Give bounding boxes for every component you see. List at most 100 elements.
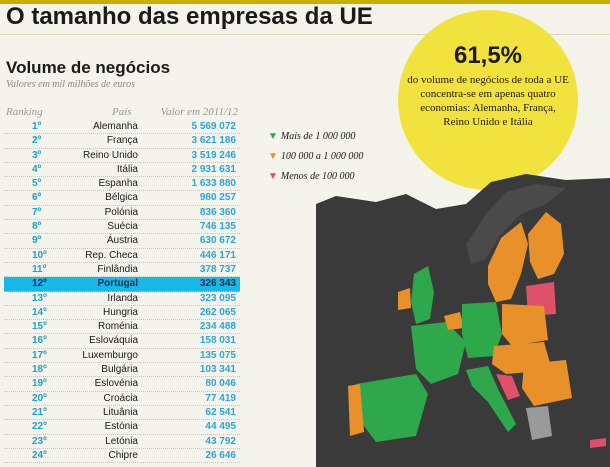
row-country: Espanha (98, 178, 138, 190)
row-country: Hungria (102, 306, 138, 318)
table-row: 8º Suécia 746 135 (4, 220, 240, 235)
map-norway (466, 184, 566, 264)
row-rank: 2º (32, 135, 42, 147)
map-germany (462, 302, 502, 358)
row-country: Irlanda (107, 292, 138, 304)
row-country: Reino Unido (82, 149, 138, 161)
table-row: 2º França 3 621 186 (4, 134, 240, 149)
row-country: França (106, 135, 138, 147)
ranking-table: 1º Alemanha 5 569 072 2º França 3 621 186 3º Re… (4, 120, 240, 464)
row-rank: 13º (32, 292, 47, 304)
page-title: O tamanho das empresas da UE (6, 3, 373, 30)
row-country: Alemanha (92, 121, 138, 132)
row-rank: 12º (32, 278, 47, 290)
section-subtitle: Volume de negócios (6, 58, 171, 77)
table-row: 22º Estónia 44 495 (4, 420, 240, 435)
table-row: 11º Finlândia 378 737 (4, 263, 240, 278)
map-romania-bulgaria (522, 360, 572, 406)
table-row: 18º Bulgária 103 341 (4, 363, 240, 378)
row-value: 3 621 186 (191, 135, 237, 147)
top-accent-bar (0, 0, 610, 4)
row-country: Eslováquia (89, 335, 138, 347)
row-rank: 8º (32, 221, 42, 233)
row-value: 3 519 246 (191, 149, 237, 161)
map-france (411, 322, 466, 384)
table-row: 9º Áustria 630 672 (4, 234, 240, 249)
map-sweden (488, 222, 528, 302)
row-value: 44 495 (205, 421, 236, 433)
map-cyprus (590, 438, 606, 448)
row-value: 234 488 (199, 321, 236, 333)
row-value: 43 792 (205, 435, 236, 447)
table-row: 6º Bélgica 980 257 (4, 191, 240, 206)
legend-label-high: Mais de 1 000 000 (280, 131, 356, 142)
row-country: Polónia (104, 206, 138, 218)
row-country: Portugal (97, 278, 138, 290)
legend-label-mid: 100 000 a 1 000 000 (280, 151, 364, 162)
row-rank: 11º (32, 263, 47, 275)
row-country: Áustria (106, 235, 138, 247)
table-row: 15º Roménia 234 488 (4, 320, 240, 335)
row-value: 630 672 (199, 235, 236, 247)
row-value: 326 343 (199, 278, 236, 290)
europe-map (316, 174, 610, 467)
column-header-valor: Valor em 2011/12 (160, 106, 238, 118)
row-rank: 20º (32, 392, 47, 404)
callout-percent: 61,5% (453, 42, 523, 69)
table-row: 14º Hungria 262 065 (4, 306, 240, 321)
map-croatia (496, 374, 520, 400)
row-rank: 7º (32, 206, 42, 218)
row-rank: 14º (32, 306, 47, 318)
map-finland (528, 212, 564, 279)
row-country: Letónia (105, 435, 138, 447)
row-value: 262 065 (199, 306, 236, 318)
row-value: 135 075 (199, 349, 236, 361)
table-row: 17º Luxemburgo 135 075 (4, 349, 240, 364)
legend-item-low: ▼ Menos de 100 000 (268, 171, 355, 182)
row-country: Suécia (107, 221, 138, 233)
row-value: 980 257 (199, 192, 236, 204)
table-row: 19º Eslovénia 80 046 (4, 377, 240, 392)
row-country: Eslovénia (94, 378, 138, 390)
table-row: 21º Lituânia 62 541 (4, 406, 240, 421)
row-value: 836 360 (199, 206, 236, 218)
legend-item-high: ▼ Mais de 1 000 000 (268, 131, 355, 142)
row-value: 26 646 (205, 449, 236, 461)
row-value: 103 341 (199, 364, 236, 376)
row-value: 77 419 (205, 392, 236, 404)
table-row: 16º Eslováquia 158 031 (4, 334, 240, 349)
row-rank: 16º (32, 335, 47, 347)
row-value: 323 095 (199, 292, 236, 304)
table-row: 5º Espanha 1 633 880 (4, 177, 240, 192)
map-spain (356, 374, 428, 442)
map-uk (411, 266, 434, 324)
row-value: 80 046 (205, 378, 236, 390)
table-row: 10º Rep. Checa 446 171 (4, 249, 240, 263)
row-rank: 24º (32, 449, 47, 461)
table-row: 23º Letónia 43 792 (4, 435, 240, 449)
red-triangle-icon: ▼ (268, 171, 278, 182)
row-rank: 19º (32, 378, 47, 390)
table-row: 3º Reino Unido 3 519 246 (4, 149, 240, 163)
row-country: Rep. Checa (85, 249, 138, 261)
map-greece (526, 406, 552, 440)
row-rank: 17º (32, 349, 47, 361)
row-rank: 6º (32, 192, 42, 204)
green-triangle-icon: ▼ (268, 131, 278, 142)
callout-circle (398, 10, 578, 190)
row-country: Luxemburgo (82, 349, 138, 361)
table-row: 4º Itália 2 931 631 (4, 163, 240, 178)
callout-text: do volume de negócios de toda a UE conce… (407, 74, 569, 128)
row-rank: 9º (32, 235, 42, 247)
table-row: 24º Chipre 26 646 (4, 449, 240, 464)
row-country: Bulgária (101, 364, 138, 376)
table-row: 7º Polónia 836 360 (4, 206, 240, 221)
row-rank: 18º (32, 364, 47, 376)
row-value: 378 737 (199, 263, 236, 275)
row-value: 446 171 (199, 249, 236, 261)
row-rank: 5º (32, 178, 42, 190)
table-row: 1º Alemanha 5 569 072 (4, 120, 240, 135)
row-value: 746 135 (199, 221, 236, 233)
row-rank: 3º (32, 149, 42, 161)
row-rank: 1º (32, 121, 42, 132)
